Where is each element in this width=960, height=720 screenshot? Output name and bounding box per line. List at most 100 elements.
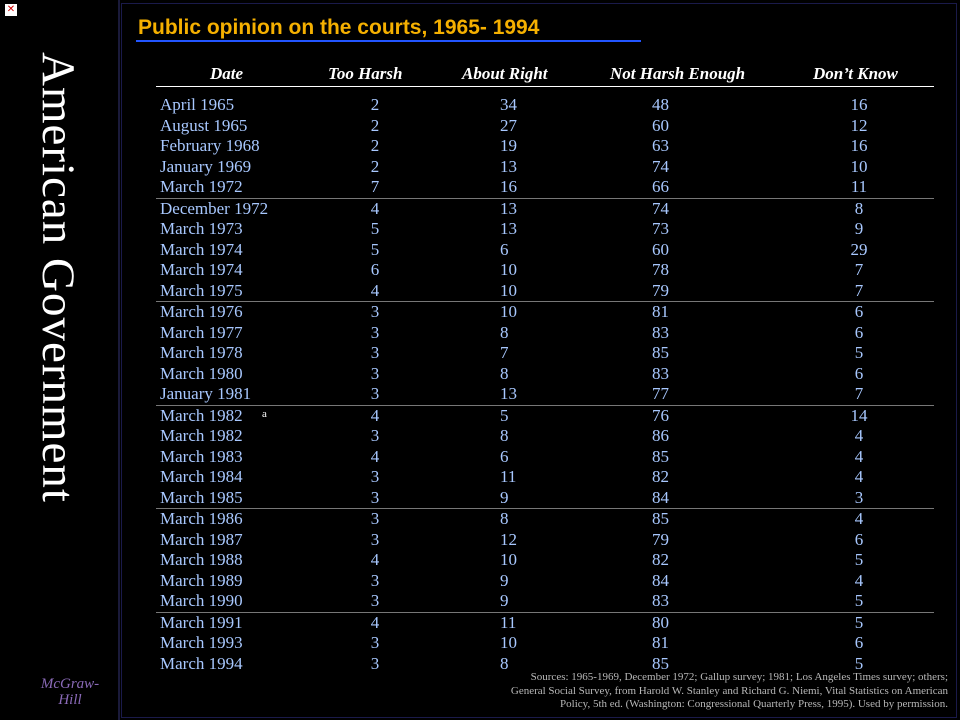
cell-not-harsh-enough: 60 [652,115,669,135]
table-row: April 1965 2 34 48 16 [156,95,934,116]
cell-about-right: 12 [500,529,517,549]
cell-date: March 1978 [160,343,243,362]
table-body: April 1965 2 34 48 16 August 1965 2 27 60 12 Febru… [156,95,934,674]
cell-date: March 1972 [160,177,243,196]
cell-dont-know: 5 [854,591,864,610]
cell-dont-know: 12 [850,115,868,135]
table-row: March 1983 4 6 85 4 [156,447,934,468]
cell-too-harsh: 2 [370,136,380,155]
cell-not-harsh-enough: 85 [652,653,669,673]
table-row: August 1965 2 27 60 12 [156,116,934,137]
header-too-harsh: Too Harsh [328,64,403,83]
table-row: March 1978 3 7 85 5 [156,343,934,364]
table-row: March 1973 5 13 73 9 [156,219,934,240]
cell-about-right: 13 [500,198,517,218]
cell-not-harsh-enough: 83 [652,322,669,342]
cell-dont-know: 16 [850,136,868,155]
cell-dont-know: 4 [854,509,864,528]
cell-too-harsh: 3 [370,653,380,673]
cell-dont-know: 5 [854,550,864,569]
cell-date: March 1985 [160,487,243,507]
cell-about-right: 19 [500,136,517,155]
cell-about-right: 8 [500,653,509,673]
cell-too-harsh: 4 [370,612,380,632]
cell-not-harsh-enough: 63 [652,136,669,155]
cell-about-right: 10 [500,550,517,569]
cell-date: March 1986 [160,509,243,528]
cell-date: March 1982 [160,426,243,445]
cell-about-right: 8 [500,426,509,445]
cell-dont-know: 10 [850,156,868,176]
header-date: Date [210,64,244,83]
cell-not-harsh-enough: 76 [652,405,669,425]
cell-too-harsh: 5 [370,239,380,259]
cell-not-harsh-enough: 66 [652,177,669,196]
cell-date: August 1965 [160,115,248,135]
cell-too-harsh: 3 [370,529,380,549]
cell-too-harsh: 4 [370,198,380,218]
cell-dont-know: 4 [854,467,864,486]
cell-dont-know: 4 [854,446,864,466]
cell-date: March 1982 [160,405,243,425]
cell-not-harsh-enough: 82 [652,467,669,486]
cell-too-harsh: 4 [370,550,380,569]
cell-dont-know: 14 [850,405,868,425]
cell-date: March 1988 [160,550,243,569]
cell-not-harsh-enough: 85 [652,446,669,466]
cell-date: March 1984 [160,467,243,486]
cell-dont-know: 5 [854,653,864,673]
cell-about-right: 13 [500,156,517,176]
cell-about-right: 8 [500,363,509,383]
cell-about-right: 27 [500,115,517,135]
cell-not-harsh-enough: 77 [652,384,669,403]
cell-date: March 1980 [160,363,243,383]
cell-about-right: 8 [500,509,509,528]
title-underline [136,40,641,42]
cell-too-harsh: 4 [370,446,380,466]
cell-date: December 1972 [160,198,269,218]
cell-about-right: 10 [500,302,517,321]
cell-not-harsh-enough: 85 [652,343,669,362]
cell-dont-know: 7 [854,260,864,279]
table-row: January 1969 2 13 74 10 [156,157,934,178]
table-row: March 1988 4 10 82 5 [156,550,934,571]
cell-about-right: 9 [500,591,509,610]
cell-date: March 1991 [160,612,243,632]
table-row: December 1972 4 13 74 8 [156,199,934,220]
cell-too-harsh: 3 [370,467,380,486]
cell-dont-know: 11 [850,177,868,196]
cell-not-harsh-enough: 86 [652,426,669,445]
cell-not-harsh-enough: 81 [652,302,669,321]
cell-dont-know: 3 [854,487,864,507]
cell-date: March 1990 [160,591,243,610]
cell-too-harsh: 3 [370,570,380,590]
cell-not-harsh-enough: 78 [652,260,669,279]
table-row: March 1974 6 10 78 7 [156,260,934,281]
cell-dont-know: 5 [854,343,864,362]
cell-about-right: 8 [500,322,509,342]
close-icon[interactable]: ✕ [5,4,17,16]
cell-date: March 1974 [160,239,243,259]
cell-about-right: 9 [500,570,509,590]
cell-date: March 1983 [160,446,243,466]
cell-not-harsh-enough: 60 [652,239,669,259]
cell-about-right: 5 [500,405,509,425]
cell-too-harsh: 7 [370,177,380,196]
table-row: March 1980 3 8 83 6 [156,364,934,385]
cell-dont-know: 9 [854,219,864,238]
table-row: March 1986 3 8 85 4 [156,509,934,530]
cell-date: March 1975 [160,280,243,300]
table-row: March 1977 3 8 83 6 [156,323,934,344]
cell-too-harsh: 3 [370,384,380,403]
table-row: March 1982 a 4 5 76 14 [156,406,934,427]
cell-too-harsh: 3 [370,343,380,362]
cell-dont-know: 16 [850,95,868,114]
cell-dont-know: 7 [854,280,864,300]
cell-not-harsh-enough: 85 [652,509,669,528]
cell-about-right: 10 [500,260,517,279]
cell-too-harsh: 3 [370,487,380,507]
cell-not-harsh-enough: 74 [652,156,669,176]
cell-date: March 1977 [160,322,243,342]
table-row: March 1993 3 10 81 6 [156,633,934,654]
cell-date: March 1987 [160,529,243,549]
